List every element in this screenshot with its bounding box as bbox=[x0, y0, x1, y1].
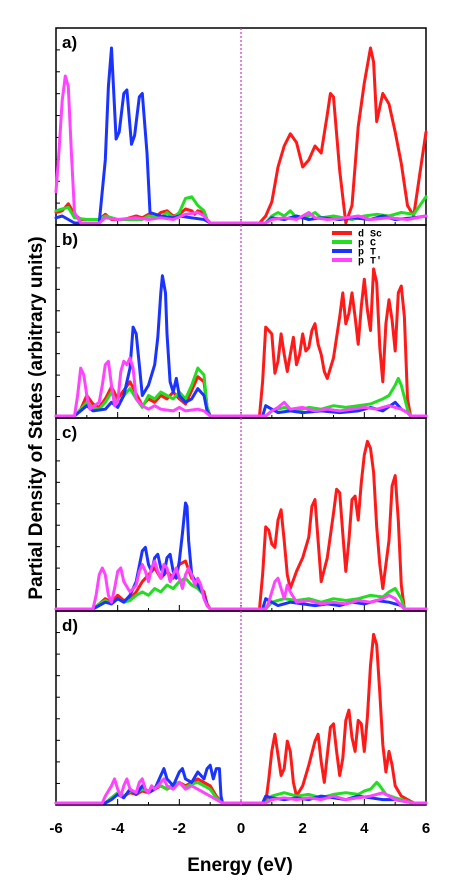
x-tick-label: 0 bbox=[237, 820, 245, 837]
legend-entry: p C bbox=[358, 239, 376, 250]
x-axis: -6 -4 -2 0 2 4 6 bbox=[49, 820, 430, 837]
panel-label: c) bbox=[62, 423, 77, 442]
series-line-pt bbox=[54, 274, 428, 418]
legend: d Scp Cp Tp T' bbox=[332, 229, 382, 268]
series-line-pt-prime bbox=[54, 559, 428, 611]
series-line-pt-prime bbox=[54, 356, 428, 418]
series-line-pt-prime bbox=[54, 777, 428, 805]
x-tick-label: 4 bbox=[360, 820, 369, 837]
x-tick-label: -6 bbox=[49, 820, 62, 837]
panel-label: d) bbox=[62, 616, 78, 635]
panel-c: c) bbox=[54, 417, 428, 612]
panel-a: a) bbox=[54, 27, 428, 226]
panel-d: d) bbox=[54, 610, 428, 806]
panel-b: b) bbox=[54, 224, 428, 419]
x-tick-label: -4 bbox=[111, 820, 125, 837]
x-tick-label: -2 bbox=[173, 820, 186, 837]
y-axis-title: Partial Density of States (arbitrary uni… bbox=[26, 236, 47, 599]
panel-label: b) bbox=[62, 230, 78, 249]
legend-entry: p T bbox=[358, 248, 376, 259]
x-tick-label: 6 bbox=[422, 820, 430, 837]
x-tick-label: 2 bbox=[298, 820, 306, 837]
panel-label: a) bbox=[62, 33, 77, 52]
panels: a) b) c) d) bbox=[54, 27, 428, 806]
series-line-pt-prime bbox=[54, 74, 428, 225]
legend-entry: p T' bbox=[358, 256, 382, 268]
x-axis-title: Energy (eV) bbox=[187, 855, 293, 876]
legend-entry: d Sc bbox=[358, 229, 382, 241]
